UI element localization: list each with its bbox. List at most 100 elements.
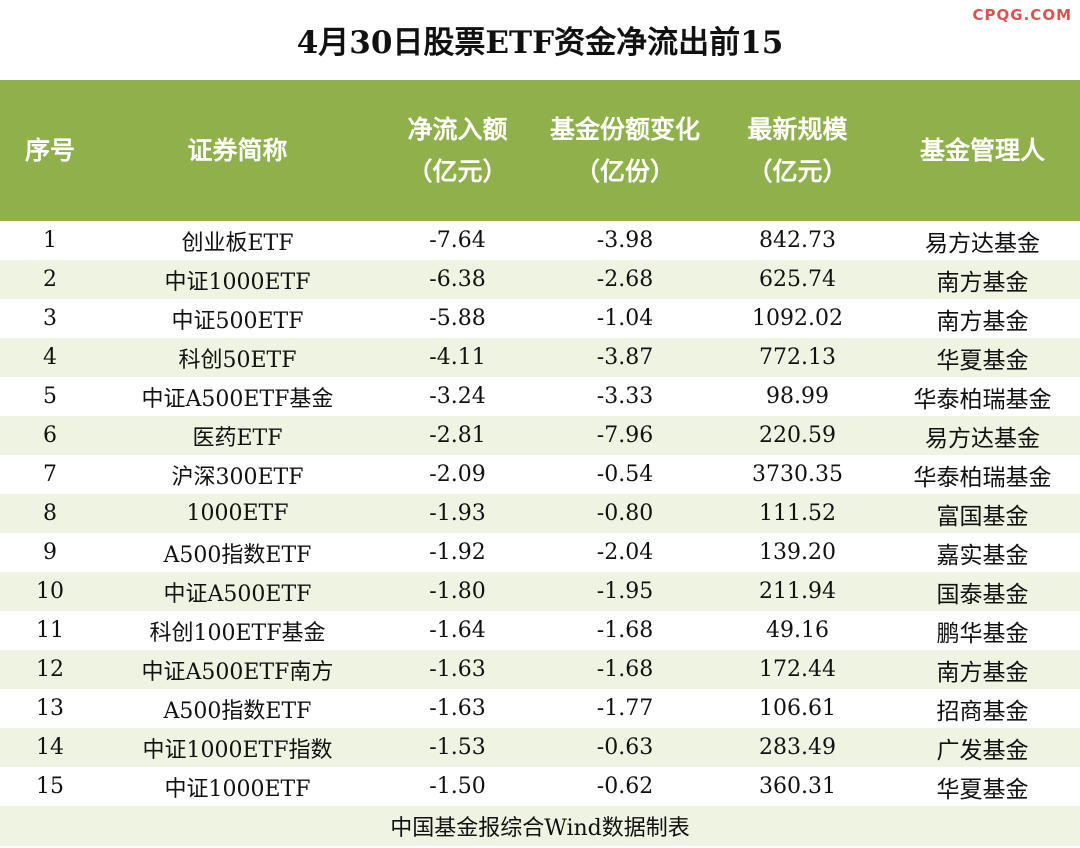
net-inflow: -4.11 <box>375 338 540 377</box>
share-change: -2.04 <box>540 533 710 572</box>
latest-size: 625.74 <box>710 260 885 299</box>
net-inflow: -1.93 <box>375 494 540 533</box>
net-inflow: -1.50 <box>375 767 540 806</box>
fund-manager: 易方达基金 <box>885 416 1080 455</box>
table-row: 10 中证A500ETF -1.80 -1.95 211.94 国泰基金 <box>0 572 1080 611</box>
fund-manager: 招商基金 <box>885 689 1080 728</box>
security-name: 中证A500ETF基金 <box>100 377 375 416</box>
share-change: -2.68 <box>540 260 710 299</box>
net-inflow: -3.24 <box>375 377 540 416</box>
row-index: 4 <box>0 338 100 377</box>
net-inflow: -7.64 <box>375 221 540 260</box>
header-index: 序号 <box>0 80 100 221</box>
security-name: 创业板ETF <box>100 221 375 260</box>
net-inflow: -1.63 <box>375 689 540 728</box>
row-index: 2 <box>0 260 100 299</box>
row-index: 14 <box>0 728 100 767</box>
security-name: 中证1000ETF <box>100 767 375 806</box>
latest-size: 772.13 <box>710 338 885 377</box>
fund-manager: 南方基金 <box>885 650 1080 689</box>
table-row: 6 医药ETF -2.81 -7.96 220.59 易方达基金 <box>0 416 1080 455</box>
etf-outflow-table: 序号 证券简称 净流入额 （亿元） 基金份额变化 （亿份） 最新规模 （亿元） 基金管… <box>0 80 1080 846</box>
security-name: 中证500ETF <box>100 299 375 338</box>
share-change: -1.68 <box>540 650 710 689</box>
fund-manager: 南方基金 <box>885 260 1080 299</box>
table-row: 11 科创100ETF基金 -1.64 -1.68 49.16 鹏华基金 <box>0 611 1080 650</box>
security-name: 中证1000ETF指数 <box>100 728 375 767</box>
page-title: 4月30日股票ETF资金净流出前15 <box>296 25 784 61</box>
row-index: 5 <box>0 377 100 416</box>
share-change: -0.80 <box>540 494 710 533</box>
security-name: 中证A500ETF <box>100 572 375 611</box>
table-body: 1 创业板ETF -7.64 -3.98 842.73 易方达基金 2 中证1000ETF -6… <box>0 221 1080 806</box>
watermark: CPQG.COM <box>972 6 1072 24</box>
header-security-name: 证券简称 <box>100 80 375 221</box>
security-name: A500指数ETF <box>100 689 375 728</box>
row-index: 6 <box>0 416 100 455</box>
security-name: A500指数ETF <box>100 533 375 572</box>
share-change: -1.95 <box>540 572 710 611</box>
row-index: 10 <box>0 572 100 611</box>
header-net-inflow: 净流入额 （亿元） <box>375 80 540 221</box>
security-name: 沪深300ETF <box>100 455 375 494</box>
share-change: -3.87 <box>540 338 710 377</box>
fund-manager: 富国基金 <box>885 494 1080 533</box>
row-index: 11 <box>0 611 100 650</box>
fund-manager: 易方达基金 <box>885 221 1080 260</box>
fund-manager: 国泰基金 <box>885 572 1080 611</box>
fund-manager: 华夏基金 <box>885 767 1080 806</box>
table-row: 13 A500指数ETF -1.63 -1.77 106.61 招商基金 <box>0 689 1080 728</box>
table-row: 3 中证500ETF -5.88 -1.04 1092.02 南方基金 <box>0 299 1080 338</box>
share-change: -0.54 <box>540 455 710 494</box>
share-change: -1.77 <box>540 689 710 728</box>
row-index: 12 <box>0 650 100 689</box>
net-inflow: -6.38 <box>375 260 540 299</box>
share-change: -3.98 <box>540 221 710 260</box>
row-index: 7 <box>0 455 100 494</box>
fund-manager: 华泰柏瑞基金 <box>885 455 1080 494</box>
latest-size: 1092.02 <box>710 299 885 338</box>
net-inflow: -2.81 <box>375 416 540 455</box>
latest-size: 283.49 <box>710 728 885 767</box>
security-name: 科创100ETF基金 <box>100 611 375 650</box>
security-name: 医药ETF <box>100 416 375 455</box>
row-index: 13 <box>0 689 100 728</box>
net-inflow: -5.88 <box>375 299 540 338</box>
fund-manager: 嘉实基金 <box>885 533 1080 572</box>
table-header: 序号 证券简称 净流入额 （亿元） 基金份额变化 （亿份） 最新规模 （亿元） 基金管… <box>0 80 1080 221</box>
table-row: 15 中证1000ETF -1.50 -0.62 360.31 华夏基金 <box>0 767 1080 806</box>
table-row: 4 科创50ETF -4.11 -3.87 772.13 华夏基金 <box>0 338 1080 377</box>
row-index: 8 <box>0 494 100 533</box>
latest-size: 842.73 <box>710 221 885 260</box>
security-name: 中证1000ETF <box>100 260 375 299</box>
fund-manager: 华夏基金 <box>885 338 1080 377</box>
fund-manager: 广发基金 <box>885 728 1080 767</box>
net-inflow: -1.80 <box>375 572 540 611</box>
security-name: 中证A500ETF南方 <box>100 650 375 689</box>
table-row: 14 中证1000ETF指数 -1.53 -0.63 283.49 广发基金 <box>0 728 1080 767</box>
latest-size: 49.16 <box>710 611 885 650</box>
latest-size: 172.44 <box>710 650 885 689</box>
row-index: 1 <box>0 221 100 260</box>
share-change: -3.33 <box>540 377 710 416</box>
latest-size: 220.59 <box>710 416 885 455</box>
net-inflow: -1.92 <box>375 533 540 572</box>
share-change: -0.63 <box>540 728 710 767</box>
row-index: 9 <box>0 533 100 572</box>
table-row: 7 沪深300ETF -2.09 -0.54 3730.35 华泰柏瑞基金 <box>0 455 1080 494</box>
table-row: 1 创业板ETF -7.64 -3.98 842.73 易方达基金 <box>0 221 1080 260</box>
share-change: -1.04 <box>540 299 710 338</box>
share-change: -7.96 <box>540 416 710 455</box>
fund-manager: 鹏华基金 <box>885 611 1080 650</box>
net-inflow: -1.64 <box>375 611 540 650</box>
share-change: -1.68 <box>540 611 710 650</box>
fund-manager: 南方基金 <box>885 299 1080 338</box>
table-row: 9 A500指数ETF -1.92 -2.04 139.20 嘉实基金 <box>0 533 1080 572</box>
share-change: -0.62 <box>540 767 710 806</box>
table-row: 8 1000ETF -1.93 -0.80 111.52 富国基金 <box>0 494 1080 533</box>
header-latest-size: 最新规模 （亿元） <box>710 80 885 221</box>
header-share-change: 基金份额变化 （亿份） <box>540 80 710 221</box>
latest-size: 111.52 <box>710 494 885 533</box>
latest-size: 106.61 <box>710 689 885 728</box>
security-name: 1000ETF <box>100 494 375 533</box>
